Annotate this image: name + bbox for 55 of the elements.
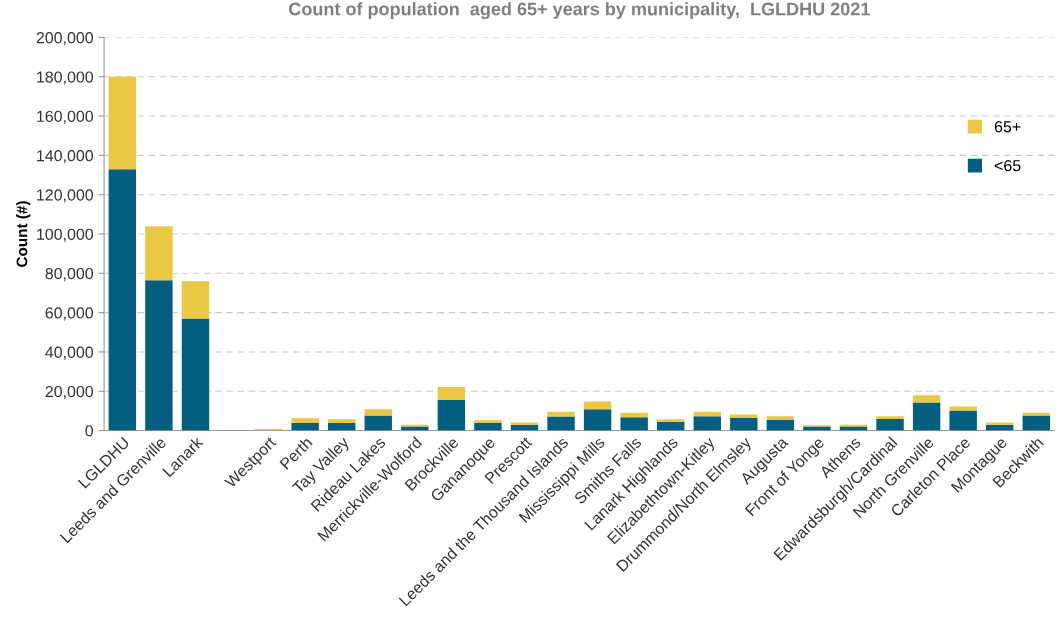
y-tick-label: 40,000 (45, 346, 94, 360)
bar (327, 422, 356, 431)
bar (108, 76, 137, 170)
bar (657, 419, 685, 422)
y-tick-label: 180,000 (37, 71, 94, 85)
y-tick-label: 20,000 (45, 385, 94, 400)
bar (145, 280, 173, 431)
bar (327, 419, 356, 423)
bar (364, 415, 392, 431)
bar (145, 226, 173, 281)
bar (181, 281, 210, 319)
y-axis-title: Count (#) (16, 201, 31, 267)
bar (839, 426, 868, 431)
y-tick-label: 60,000 (45, 307, 94, 321)
bar (181, 318, 210, 431)
bar (291, 418, 319, 423)
y-tick-label: 100,000 (37, 228, 94, 242)
bar (876, 416, 904, 419)
bar (730, 414, 758, 418)
bar (803, 426, 831, 431)
bar (693, 416, 721, 431)
y-tick-label: 140,000 (37, 150, 94, 164)
bar (730, 417, 758, 431)
bar (949, 406, 977, 411)
bar (912, 402, 941, 431)
bar (1022, 415, 1050, 431)
chart-title: Count of population aged 65+ years by municipality, LGLDHU 2021 (289, 2, 870, 20)
bar (876, 418, 904, 431)
bar (510, 422, 539, 425)
legend-label: 65+ (994, 121, 1021, 133)
bar (949, 410, 977, 431)
bar (108, 169, 137, 431)
bar (620, 412, 648, 418)
bar (620, 417, 648, 431)
bar (474, 420, 502, 423)
bar (437, 400, 466, 431)
bar (547, 416, 575, 431)
bar (583, 401, 612, 410)
bar (766, 416, 795, 420)
y-tick-label: 160,000 (37, 110, 94, 124)
bar (474, 422, 502, 431)
bar (401, 426, 429, 431)
bar (912, 395, 941, 403)
bar (437, 387, 466, 401)
y-tick-label: 120,000 (37, 189, 94, 203)
y-tick-label: 0 (85, 425, 94, 437)
legend-label: <65 (994, 160, 1021, 172)
y-tick-label: 200,000 (36, 32, 94, 46)
bar (766, 419, 795, 431)
bar (291, 422, 319, 431)
bar (364, 409, 392, 416)
bar (583, 409, 612, 431)
bar (986, 422, 1014, 425)
y-tick-label: 80,000 (45, 267, 94, 282)
bar (547, 411, 575, 417)
